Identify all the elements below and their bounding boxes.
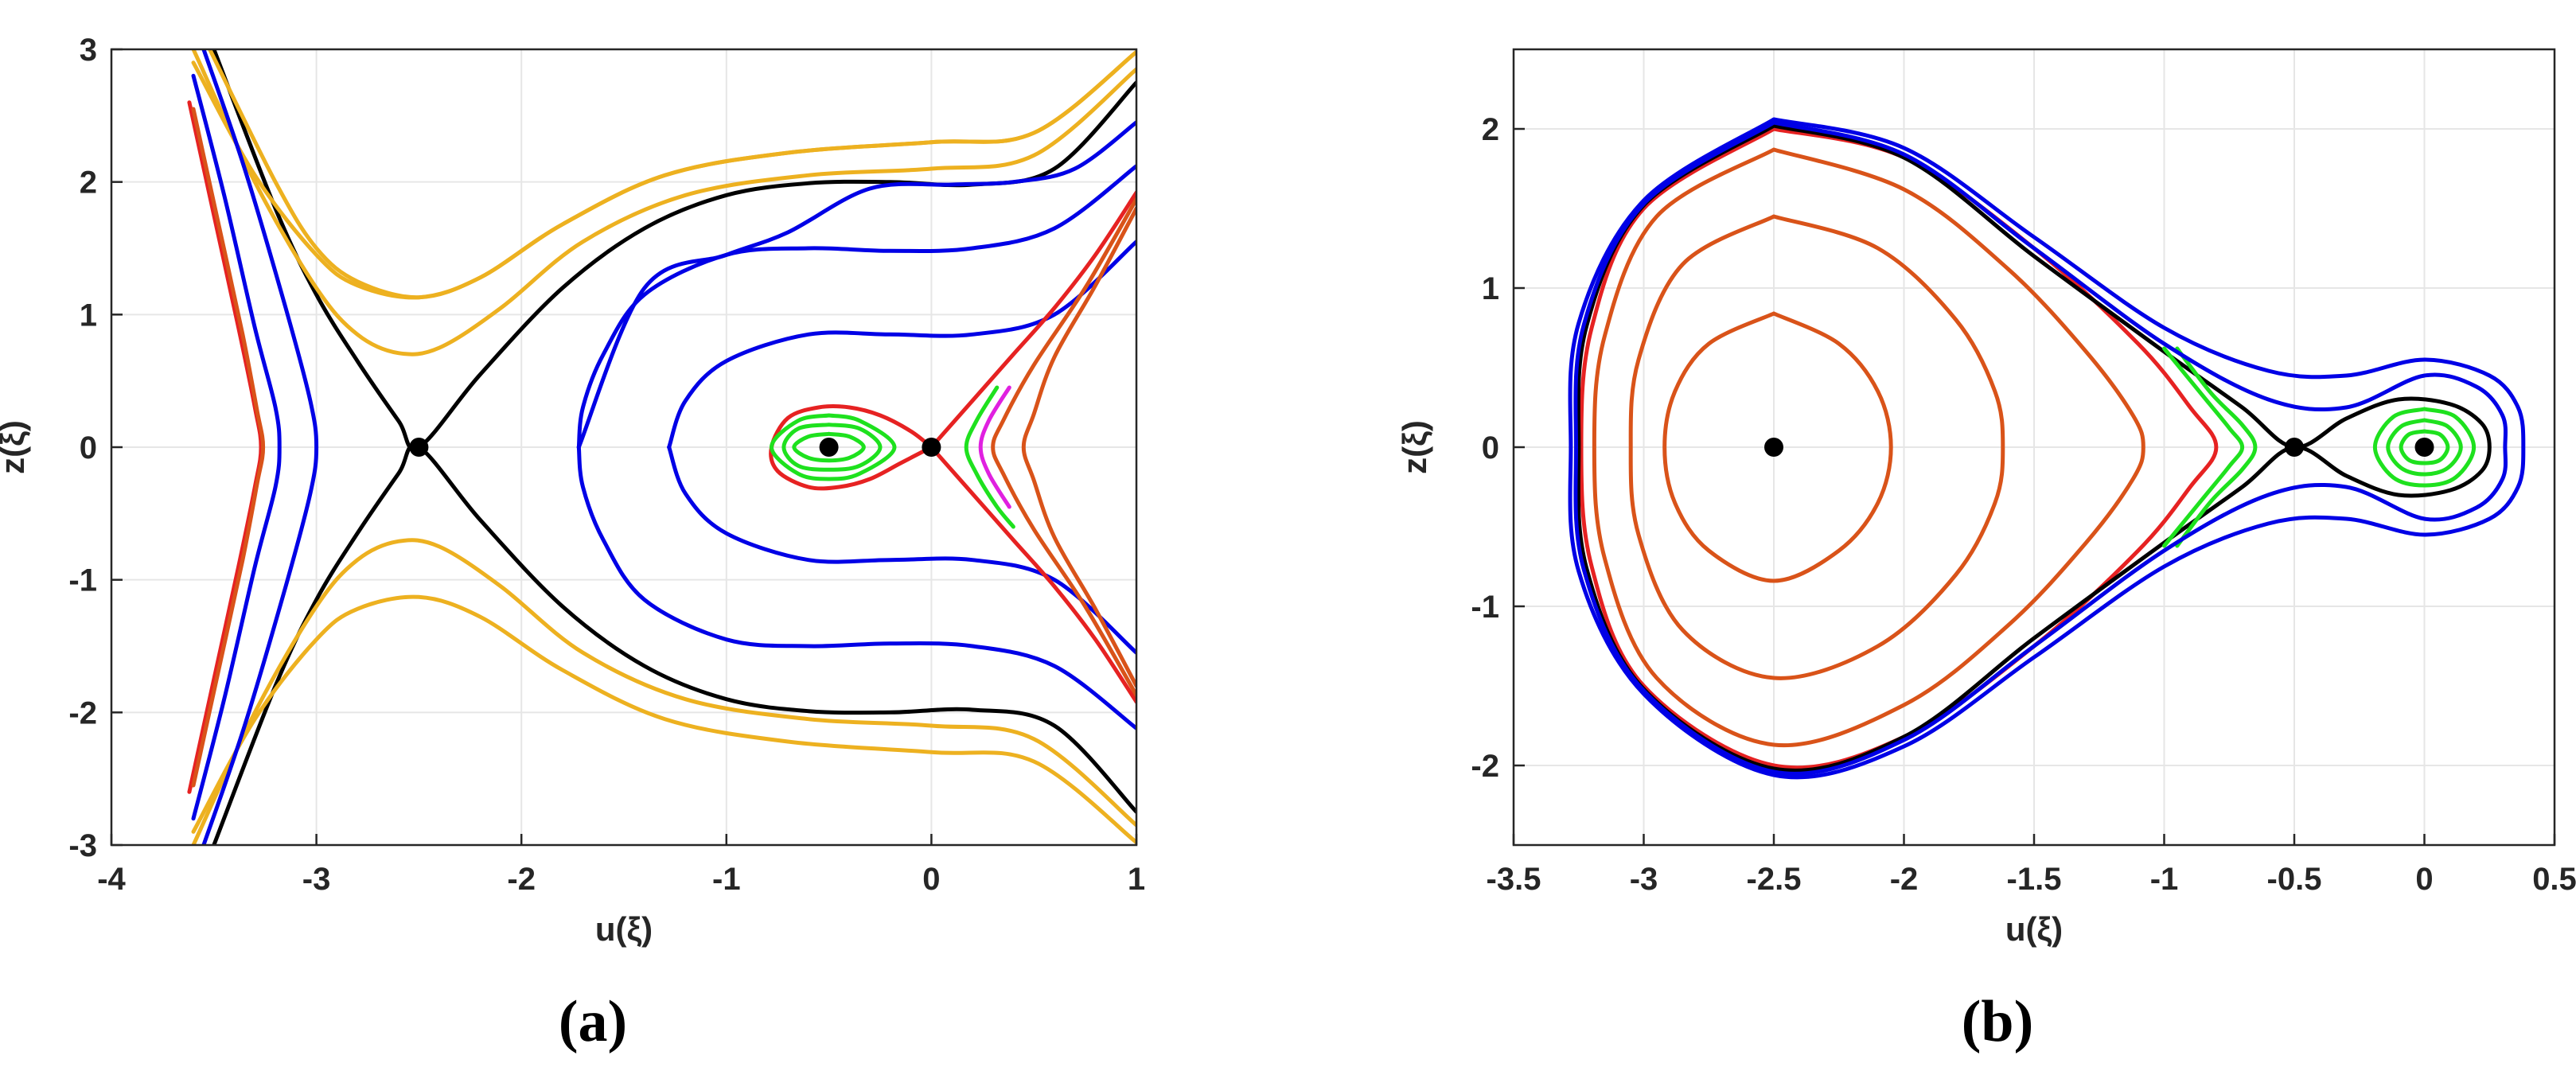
- y-axis-label: z(ξ): [1396, 420, 1433, 474]
- x-tick-label: -3.5: [1487, 862, 1541, 897]
- equilibrium-point: [2414, 438, 2434, 457]
- series-orbit-blue-1: [1573, 120, 2508, 776]
- x-tick-label: 0.5: [2532, 862, 2576, 897]
- series-orbit-blue-right-2: [667, 240, 1136, 450]
- y-tick-label: 1: [80, 298, 97, 333]
- series-orbit-orange-inner: [191, 538, 1136, 845]
- series-cycle-green-left-2: [2175, 346, 2258, 548]
- y-tick-label: 0: [80, 430, 97, 465]
- panel-a-label: (a): [559, 989, 627, 1054]
- series-cycle-green-2: [781, 423, 883, 472]
- y-tick-label: -1: [68, 563, 97, 598]
- x-tick-label: 0: [922, 862, 940, 897]
- x-tick-label: -0.5: [2267, 862, 2322, 897]
- x-tick-label: -3: [302, 862, 331, 897]
- series-orbit-darkorange-right-1: [991, 197, 1136, 698]
- series-separatrix-red-right-mirror: [929, 445, 1136, 704]
- series-orbit-orange-top-3: [208, 49, 1136, 300]
- panel-b-chart: -3.5 -3 -2.5 -2 -1.5 -1 -0.5 0 0.5 -2 -1 0 1 2 u(ξ) z(ξ…: [1396, 48, 2576, 1054]
- series-orbit-orange-outer: [191, 594, 1136, 845]
- series-orbit-blue-2: [1568, 117, 2526, 780]
- series-separatrix-saddle-left-mirror: [212, 443, 1136, 845]
- series-separatrix-red: [1579, 127, 2219, 770]
- x-tick-label: 0: [2415, 862, 2433, 897]
- y-tick-label: 3: [80, 33, 97, 68]
- series-separatrix-red-right: [929, 190, 1136, 450]
- equilibrium-point: [2285, 438, 2304, 457]
- y-tick-label: -2: [68, 695, 97, 730]
- y-axis-label: z(ξ): [0, 420, 31, 474]
- y-tick-label: 0: [1482, 430, 1499, 465]
- series-cycle-darkorange-2: [1628, 214, 2005, 680]
- y-tick-label: 2: [80, 166, 97, 201]
- series-orbit-magenta-right: [978, 385, 1011, 509]
- x-tick-label: -1: [2150, 862, 2179, 897]
- x-tick-label: -4: [97, 862, 126, 897]
- series-orbit-darkorange-left: [191, 107, 266, 788]
- series-cycle-green-right-3: [2399, 429, 2450, 465]
- equilibrium-point: [922, 438, 941, 457]
- y-tick-label: 1: [1482, 271, 1499, 306]
- series-cycle-green-right-1: [2372, 407, 2477, 488]
- series-orbit-blue-right-3: [576, 120, 1136, 450]
- x-tick-label: -3: [1630, 862, 1658, 897]
- series-separatrix-black: [1576, 123, 2492, 773]
- series-orbit-blue-right-1: [576, 164, 1136, 450]
- x-axis-label: u(ξ): [595, 910, 653, 948]
- x-axis-label: u(ξ): [2005, 910, 2063, 948]
- x-tick-label: -1: [712, 862, 741, 897]
- series-orbit-orange-inner-mirror: [191, 49, 1136, 356]
- panel-b-label: (b): [1962, 989, 2033, 1054]
- x-tick-label: -2.5: [1747, 862, 1802, 897]
- series-cycle-green-3: [792, 431, 866, 463]
- y-tick-label: -3: [68, 828, 97, 863]
- x-tick-label: -1.5: [2007, 862, 2062, 897]
- equilibrium-point: [1764, 438, 1783, 457]
- series-orbit-blue-left-inner: [191, 73, 282, 821]
- y-tick-label: -2: [1471, 749, 1499, 784]
- trajectory-group: [187, 49, 1136, 845]
- series-cycle-darkorange-1: [1662, 311, 1893, 583]
- series-orbit-blue-right-1-mirror: [576, 445, 1136, 730]
- y-tick-label: 2: [1482, 112, 1499, 147]
- series-orbit-red-left: [187, 100, 263, 794]
- equilibrium-point: [409, 438, 429, 457]
- series-cycle-darkorange-3: [1592, 147, 2145, 748]
- series-orbit-blue-left-outer: [201, 49, 319, 845]
- series-orbit-green-right: [964, 385, 1015, 529]
- series-cycle-green-left-1: [2162, 346, 2245, 548]
- x-tick-label: -2: [507, 862, 536, 897]
- y-tick-label: -1: [1471, 590, 1499, 625]
- series-cycle-green-right-2: [2386, 418, 2463, 477]
- series-orbit-blue-right-2-mirror: [667, 445, 1136, 655]
- equilibrium-point: [819, 438, 839, 457]
- series-orbit-darkorange-right-2: [1021, 206, 1136, 688]
- x-tick-label: 1: [1128, 862, 1145, 897]
- trajectory-group: [1568, 117, 2526, 780]
- series-cycle-green-1: [770, 413, 897, 481]
- x-tick-label: -2: [1890, 862, 1919, 897]
